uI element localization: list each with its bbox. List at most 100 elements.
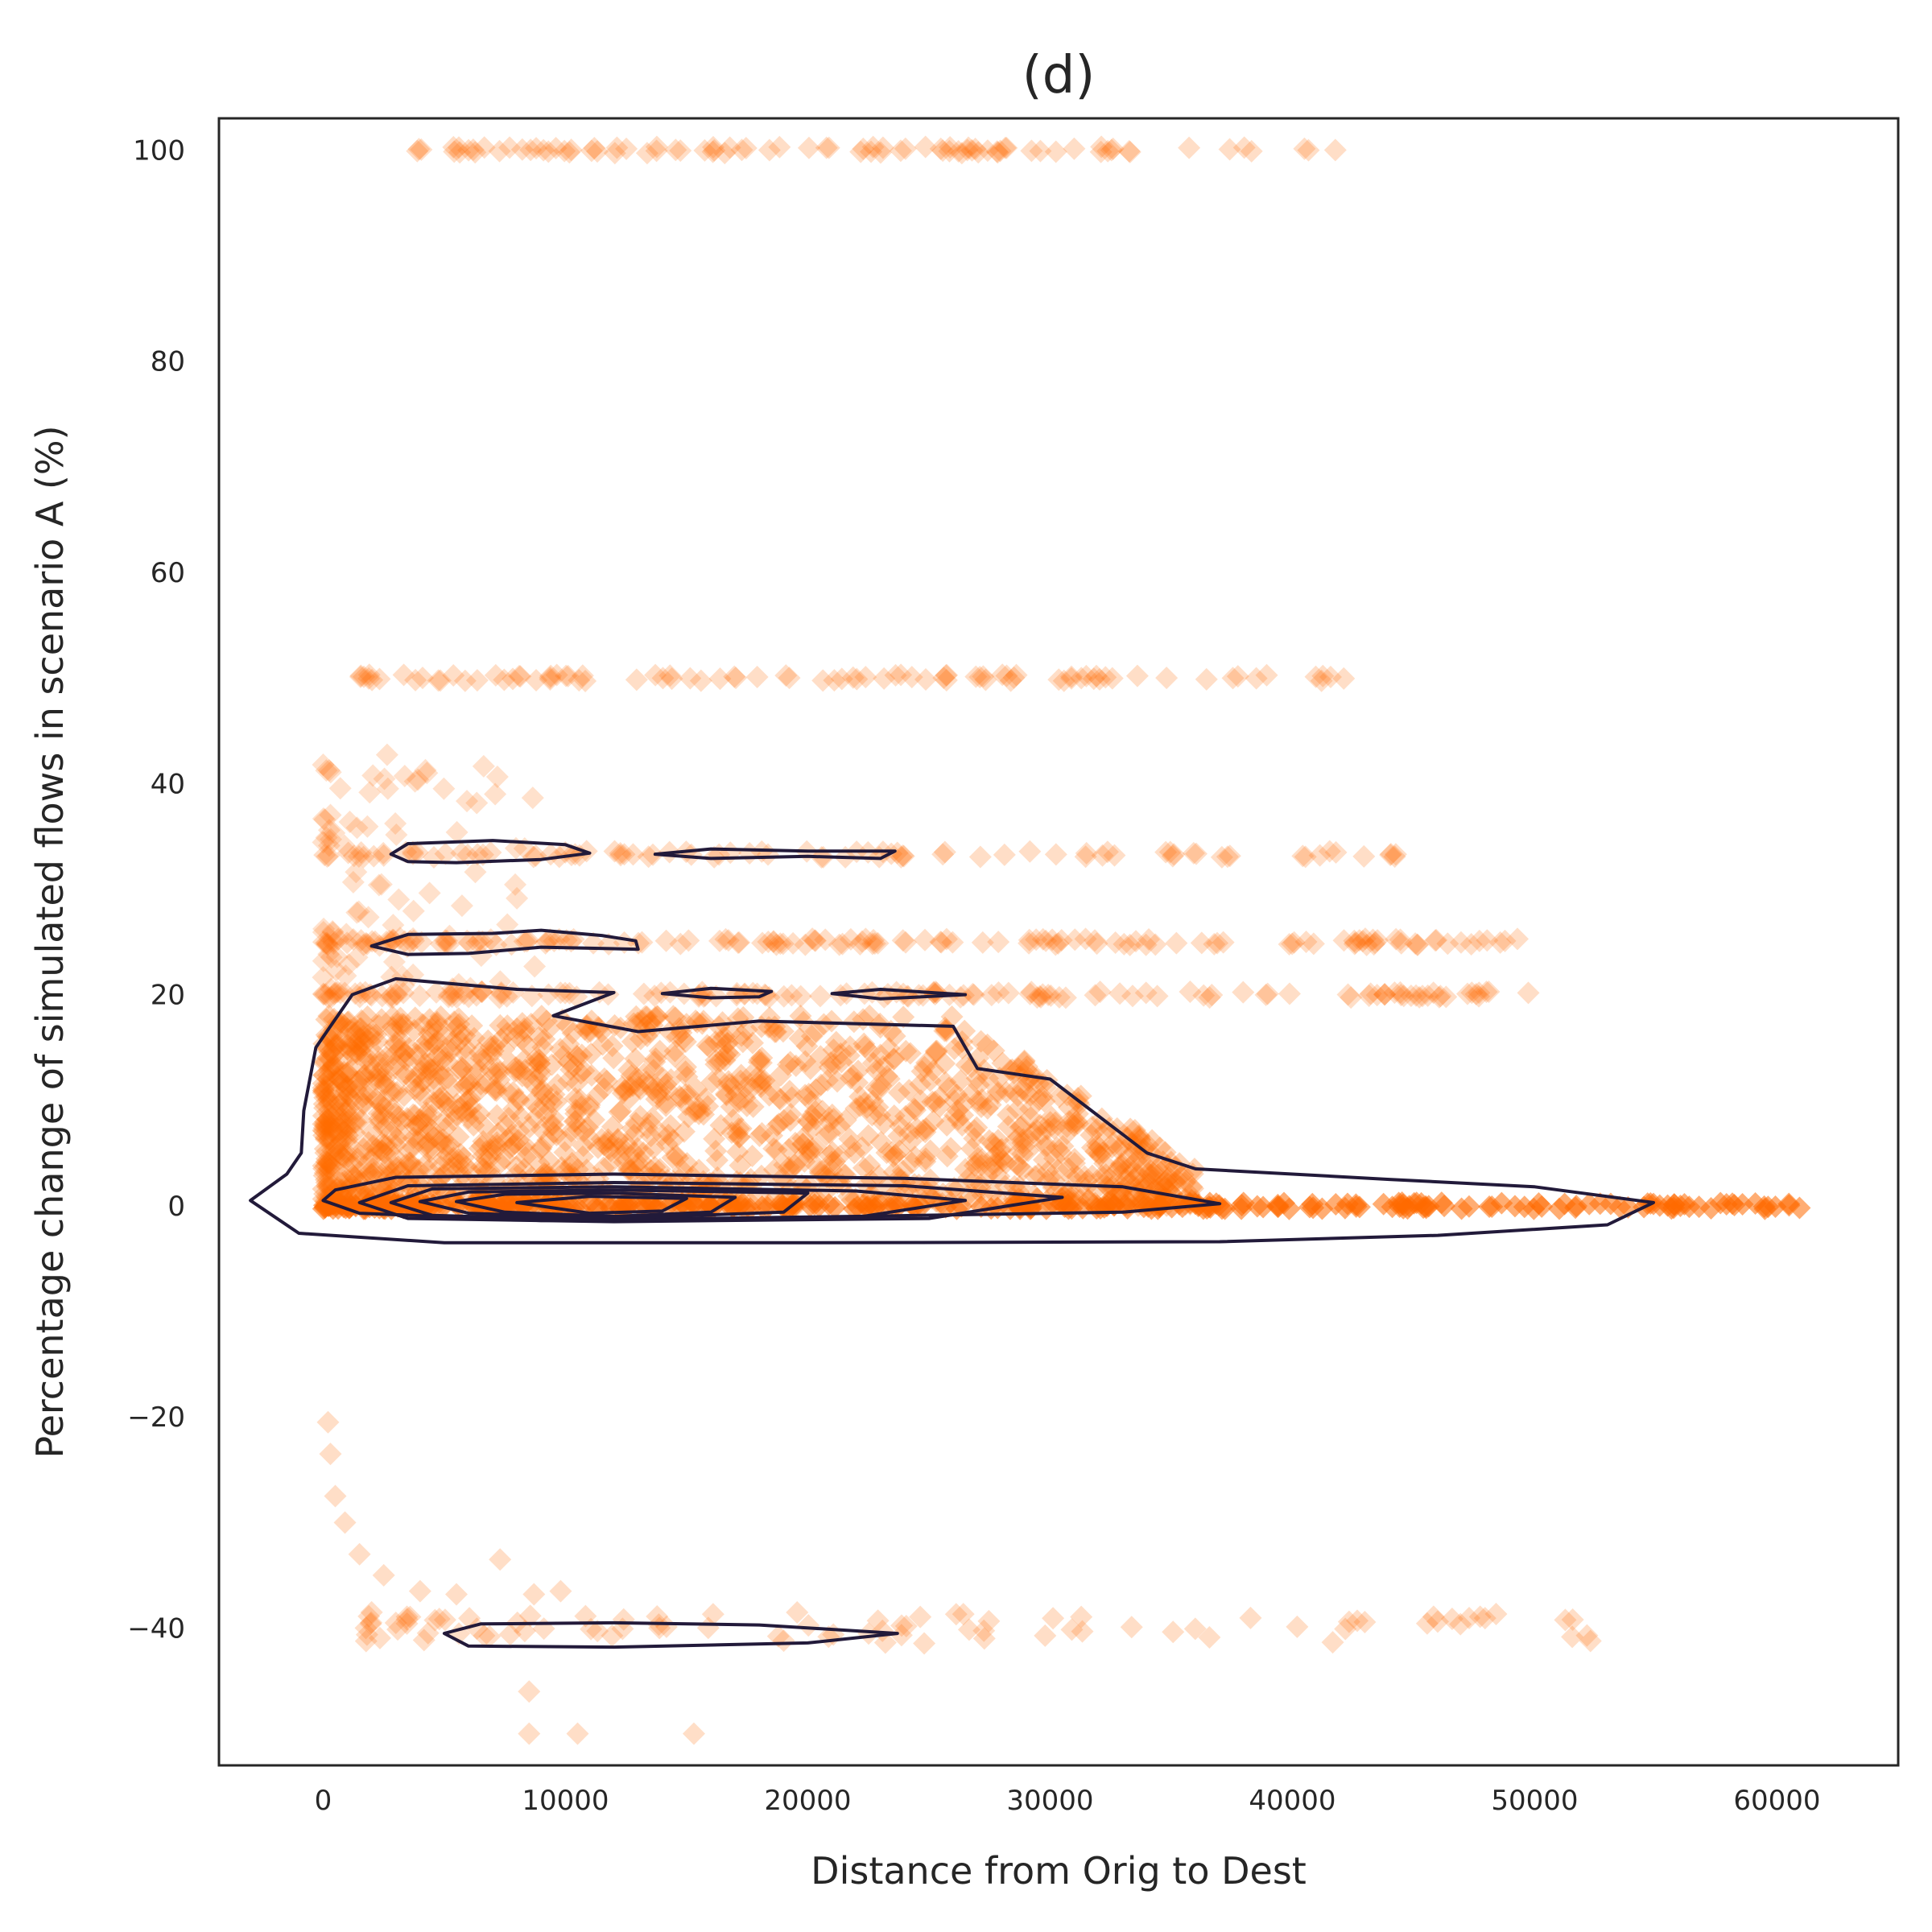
scatter-point [431,1064,454,1088]
scatter-point [406,840,429,864]
scatter-point [456,1107,480,1130]
scatter-point [315,1150,338,1173]
scatter-point [882,1047,906,1071]
scatter-point [462,1026,485,1050]
scatter-point [538,1017,561,1040]
scatter-point [1005,1153,1028,1176]
x-axis-ticks: 0 10000 20000 30000 40000 50000 60000 [315,1785,1821,1817]
scatter-point [663,1039,687,1063]
scatter-point [312,917,336,940]
scatter-point [559,1120,583,1143]
scatter-point [415,1113,438,1136]
scatter-point [922,1059,945,1082]
scatter-point [694,1087,717,1110]
scatter-point [909,1072,932,1096]
scatter-point [1090,135,1113,159]
scatter-point [1154,840,1178,864]
scatter-point [1311,664,1335,687]
scatter-point [794,1142,817,1166]
scatter-point [592,1067,616,1091]
scatter-point [328,1068,351,1092]
scatter-point [935,663,959,687]
scatter-point [510,1105,533,1129]
scatter-point [378,1080,402,1104]
scatter-point [1648,1194,1671,1217]
scatter-point [500,1052,523,1075]
scatter-point [621,843,645,866]
scatter-point [397,1045,420,1068]
scatter-point [320,985,343,1009]
scatter-point [557,1051,580,1074]
y-axis-label: Percentage change of simulated flows in … [28,425,72,1458]
scatter-point [504,1055,527,1079]
scatter-point [613,843,636,866]
scatter-point [341,1162,364,1186]
scatter-point [559,1058,583,1081]
scatter-point [1138,1141,1162,1164]
scatter-point [711,1011,734,1034]
scatter-point [947,139,970,163]
scatter-point [818,1144,841,1167]
scatter-point [332,1108,355,1131]
scatter-point [317,834,341,857]
scatter-point [313,1051,336,1075]
scatter-point [1022,1121,1045,1145]
scatter-point [452,982,476,1005]
scatter-point [1286,1615,1309,1638]
scatter-point [774,664,798,687]
scatter-point [510,1012,534,1035]
scatter-point [855,1096,878,1119]
scatter-point [317,1088,341,1112]
scatter-point [384,812,407,836]
scatter-point [850,930,873,953]
scatter-point [728,1125,751,1149]
scatter-point [345,1041,368,1064]
scatter-point [328,1067,351,1091]
scatter-point [822,1108,845,1131]
scatter-point [1157,1166,1180,1189]
scatter-point [360,1060,383,1084]
density-contour-band-33-b [653,847,897,861]
scatter-point [1422,981,1445,1005]
scatter-point [662,1129,685,1152]
scatter-point [883,1025,906,1048]
scatter-point [1291,844,1315,868]
scatter-point [783,1131,807,1154]
scatter-point [325,945,349,968]
scatter-point [721,1108,745,1132]
scatter-point [1012,1128,1035,1151]
scatter-point [1060,1618,1084,1641]
scatter-point [621,1030,644,1053]
scatter-point [380,984,403,1007]
scatter-point [352,933,375,956]
scatter-point [336,1027,359,1051]
scatter-point [993,843,1016,866]
scatter-point [407,138,431,161]
scatter-point [665,1144,688,1167]
scatter-point [526,1096,550,1120]
scatter-point [345,1033,369,1056]
scatter-point [523,955,547,978]
scatter-point [1140,1190,1163,1213]
scatter-point [483,1034,506,1058]
scatter-point [334,1121,357,1144]
scatter-point [436,1066,460,1089]
scatter-point [900,666,923,689]
scatter-point [1066,1102,1089,1125]
scatter-point [1027,1088,1051,1111]
scatter-point [1018,1067,1041,1090]
scatter-point [700,1071,724,1094]
scatter-point [748,1124,771,1147]
scatter-point [413,1038,436,1061]
scatter-point [374,1141,397,1165]
scatter-point [531,1036,555,1059]
scatter-point [720,1121,743,1145]
scatter-point [777,1137,800,1161]
scatter-point [419,1058,443,1081]
scatter-point [328,1148,351,1171]
scatter-point [641,1079,664,1102]
scatter-point [538,1150,561,1173]
scatter-point [386,983,409,1006]
scatter-point [500,1123,523,1146]
